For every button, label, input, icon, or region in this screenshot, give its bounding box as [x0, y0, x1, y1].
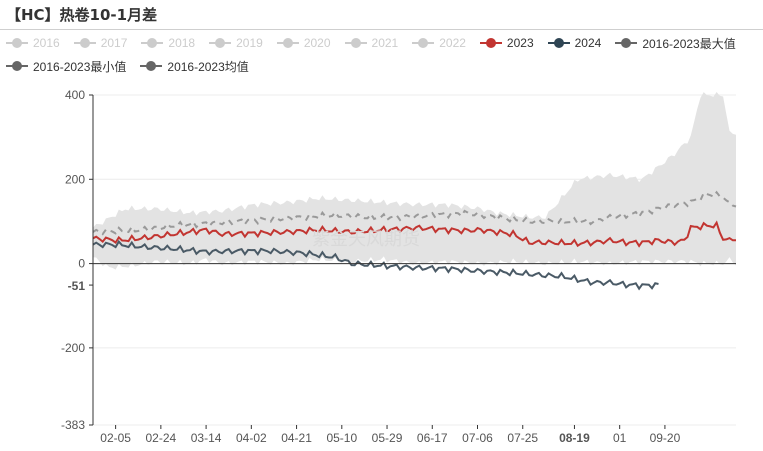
legend-item-2016-2023最大值[interactable]: 2016-2023最大值	[615, 35, 736, 52]
legend-row-2: 2016-2023最小值 2016-2023均值	[6, 56, 763, 76]
legend-swatch-icon	[344, 37, 367, 49]
y-tick-label: 0	[78, 257, 85, 271]
legend-item-2018[interactable]: 2018	[141, 36, 195, 50]
x-tick-label: 02-05	[100, 431, 131, 445]
series-line-2024	[92, 239, 659, 291]
x-tick-label: 09-20	[650, 431, 681, 445]
legend-item-2021[interactable]: 2021	[344, 36, 399, 50]
range-band	[93, 92, 736, 270]
legend-item-2016-2023最小值[interactable]: 2016-2023最小值	[6, 58, 126, 75]
legend-label: 2016	[33, 36, 60, 50]
x-tick-label: 07-25	[507, 431, 538, 445]
x-tick-label: 05-29	[372, 431, 403, 445]
series-line-2016-2023均值	[92, 190, 737, 236]
series-lines	[92, 190, 737, 291]
legend-label: 2022	[439, 36, 466, 50]
series-line-2023	[92, 220, 737, 248]
y-highlight-label: -51	[68, 279, 86, 293]
x-tick-label: 02-24	[146, 431, 177, 445]
legend-row-1: 2016 2017 2018 2019 2020 2021 2022 2023 2024 2016…	[6, 33, 763, 53]
x-tick-label: 05-10	[326, 431, 357, 445]
y-tick-label: -200	[61, 341, 85, 355]
legend-label: 2019	[236, 36, 263, 50]
x-tick-label: 07-06	[462, 431, 493, 445]
legend-label: 2023	[506, 36, 534, 50]
legend-item-2022[interactable]: 2022	[412, 36, 466, 50]
legend-label: 2018	[168, 36, 196, 50]
legend-swatch-icon	[615, 37, 638, 49]
y-tick-label: 400	[65, 88, 85, 102]
x-tick-label: 06-17	[417, 431, 448, 445]
legend-swatch-icon	[276, 37, 299, 49]
x-tick-label: 04-02	[236, 431, 267, 445]
legend-swatch-icon	[209, 37, 232, 49]
y-tick-label: 200	[65, 172, 85, 186]
legend-swatch-icon	[140, 60, 163, 72]
legend-swatch-icon	[6, 60, 28, 72]
chart-legend: 2016 2017 2018 2019 2020 2021 2022 2023 2024 2016…	[6, 33, 763, 79]
legend-swatch-icon	[412, 37, 435, 49]
legend-label: 2016-2023最小值	[33, 59, 127, 74]
legend-item-2023[interactable]: 2023	[479, 36, 534, 50]
legend-item-2024[interactable]: 2024	[547, 36, 602, 50]
x-tick-label: 04-21	[281, 431, 312, 445]
legend-swatch-icon	[547, 37, 570, 49]
legend-label: 2017	[100, 36, 128, 50]
axes: 400 200 0 -200 -383 -51 02-05 02-24 03-14 04-02 04…	[61, 88, 736, 445]
legend-item-2016[interactable]: 2016	[6, 36, 60, 50]
chart-title: 【HC】热卷10-1月差	[6, 6, 158, 24]
legend-label: 2021	[371, 36, 399, 50]
legend-label: 2020	[303, 36, 331, 50]
legend-swatch-icon	[479, 37, 502, 49]
legend-item-2017[interactable]: 2017	[73, 36, 128, 50]
legend-item-2020[interactable]: 2020	[276, 36, 331, 50]
legend-swatch-icon	[73, 37, 96, 49]
x-highlight-label: 08-19	[559, 431, 590, 445]
x-tick-label: 03-14	[191, 431, 222, 445]
legend-label: 2016-2023均值	[167, 59, 249, 74]
legend-swatch-icon	[141, 37, 164, 49]
watermark-text: 紫金天风期货	[312, 229, 420, 250]
legend-swatch-icon	[6, 37, 28, 49]
legend-item-2019[interactable]: 2019	[209, 36, 263, 50]
legend-item-2016-2023均值[interactable]: 2016-2023均值	[140, 58, 249, 75]
title-divider	[0, 29, 763, 30]
y-tick-label: -383	[61, 418, 85, 432]
legend-label: 2024	[574, 36, 602, 50]
legend-label: 2016-2023最大值	[642, 36, 736, 51]
range-band-area	[93, 92, 736, 270]
x-tick-label: 01	[613, 431, 627, 445]
